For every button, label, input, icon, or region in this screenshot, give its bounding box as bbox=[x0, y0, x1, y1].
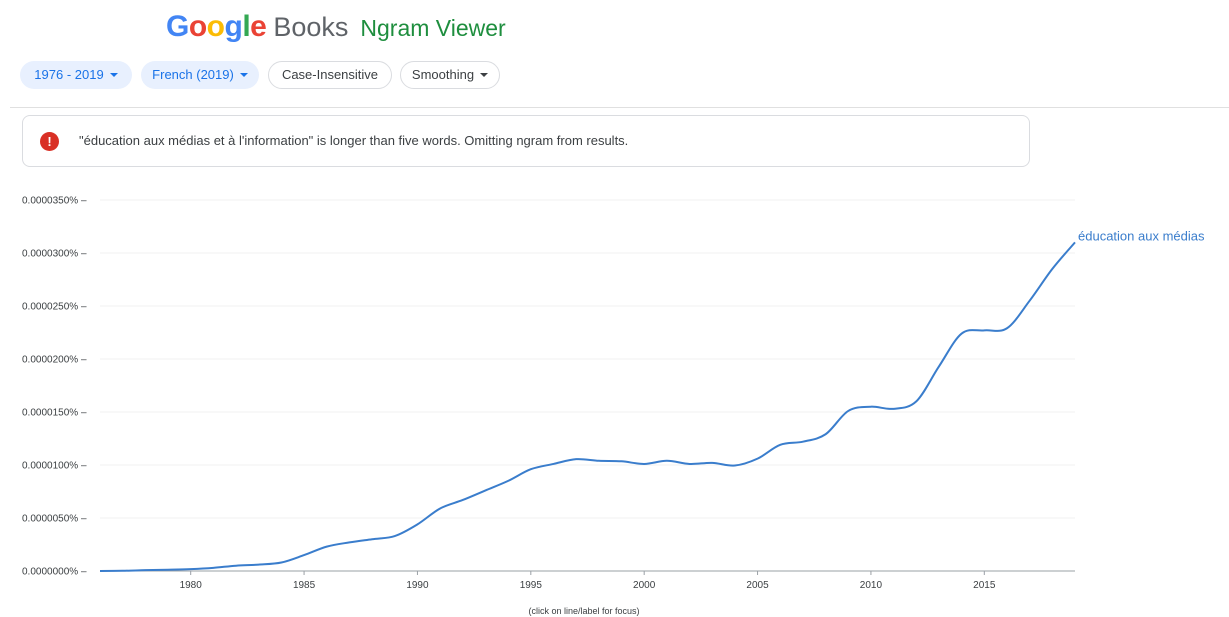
header-divider bbox=[10, 107, 1229, 108]
chart-grid bbox=[100, 199, 1075, 519]
x-tick-label: 1980 bbox=[180, 580, 203, 591]
smoothing-label: Smoothing bbox=[411, 67, 475, 82]
y-tick-label: 0.0000000% – bbox=[22, 567, 87, 578]
case-insensitive-toggle[interactable]: Case-Insensitive bbox=[268, 61, 392, 89]
app-logo[interactable]: Google Books Ngram Viewer bbox=[166, 10, 506, 50]
exclamation-icon: ! bbox=[40, 132, 59, 151]
ngram-chart: 0.0000000% – 0.0000050% – 0.0000100% – 0.00… bbox=[22, 196, 1205, 617]
year-range-dropdown[interactable]: 1976 - 2019 bbox=[20, 61, 132, 89]
x-tick-label: 2000 bbox=[633, 580, 656, 591]
caret-down-icon bbox=[480, 72, 489, 77]
x-tick-label: 2010 bbox=[860, 580, 883, 591]
y-tick-label: 0.0000200% – bbox=[22, 355, 87, 366]
books-label: Books bbox=[273, 12, 349, 42]
y-tick-label: 0.0000100% – bbox=[22, 461, 87, 472]
x-axis: 1980 1985 1990 1995 2000 2005 2010 2015 bbox=[100, 570, 1075, 591]
logo-letter: e bbox=[250, 10, 267, 43]
series-label[interactable]: éducation aux médias bbox=[1078, 228, 1205, 243]
warning-alert: ! "éducation aux médias et à l'informati… bbox=[22, 115, 1030, 167]
series-line[interactable] bbox=[99, 241, 1076, 572]
ngram-viewer-label: Ngram Viewer bbox=[360, 15, 506, 41]
x-tick-label: 1985 bbox=[293, 580, 316, 591]
x-tick-label: 2015 bbox=[973, 580, 996, 591]
y-tick-label: 0.0000300% – bbox=[22, 249, 87, 260]
logo-letter: G bbox=[166, 10, 189, 43]
x-tick-label: 2005 bbox=[746, 580, 769, 591]
caret-down-icon bbox=[239, 72, 248, 77]
smoothing-dropdown[interactable]: Smoothing bbox=[400, 61, 500, 89]
corpus-dropdown[interactable]: French (2019) bbox=[141, 61, 259, 89]
google-wordmark: Google bbox=[166, 10, 267, 44]
logo-letter: o bbox=[188, 10, 207, 43]
caret-down-icon bbox=[109, 72, 118, 77]
logo-letter: l bbox=[242, 10, 251, 43]
year-range-label: 1976 - 2019 bbox=[34, 67, 104, 82]
x-tick-label: 1990 bbox=[406, 580, 429, 591]
series-layer: éducation aux médias bbox=[99, 228, 1205, 572]
y-tick-label: 0.0000150% – bbox=[22, 408, 87, 419]
y-tick-label: 0.0000050% – bbox=[22, 514, 87, 525]
case-insensitive-label: Case-Insensitive bbox=[281, 67, 379, 82]
y-tick-label: 0.0000350% – bbox=[22, 196, 87, 207]
logo-letter: o bbox=[206, 10, 225, 43]
corpus-label: French (2019) bbox=[152, 67, 234, 82]
y-axis: 0.0000000% – 0.0000050% – 0.0000100% – 0.00… bbox=[22, 196, 87, 578]
alert-message: "éducation aux médias et à l'information… bbox=[79, 133, 629, 148]
x-tick-label: 1995 bbox=[520, 580, 543, 591]
chart-footnote: (click on line/label for focus) bbox=[528, 606, 639, 616]
logo-letter: g bbox=[224, 10, 243, 43]
y-tick-label: 0.0000250% – bbox=[22, 302, 87, 313]
